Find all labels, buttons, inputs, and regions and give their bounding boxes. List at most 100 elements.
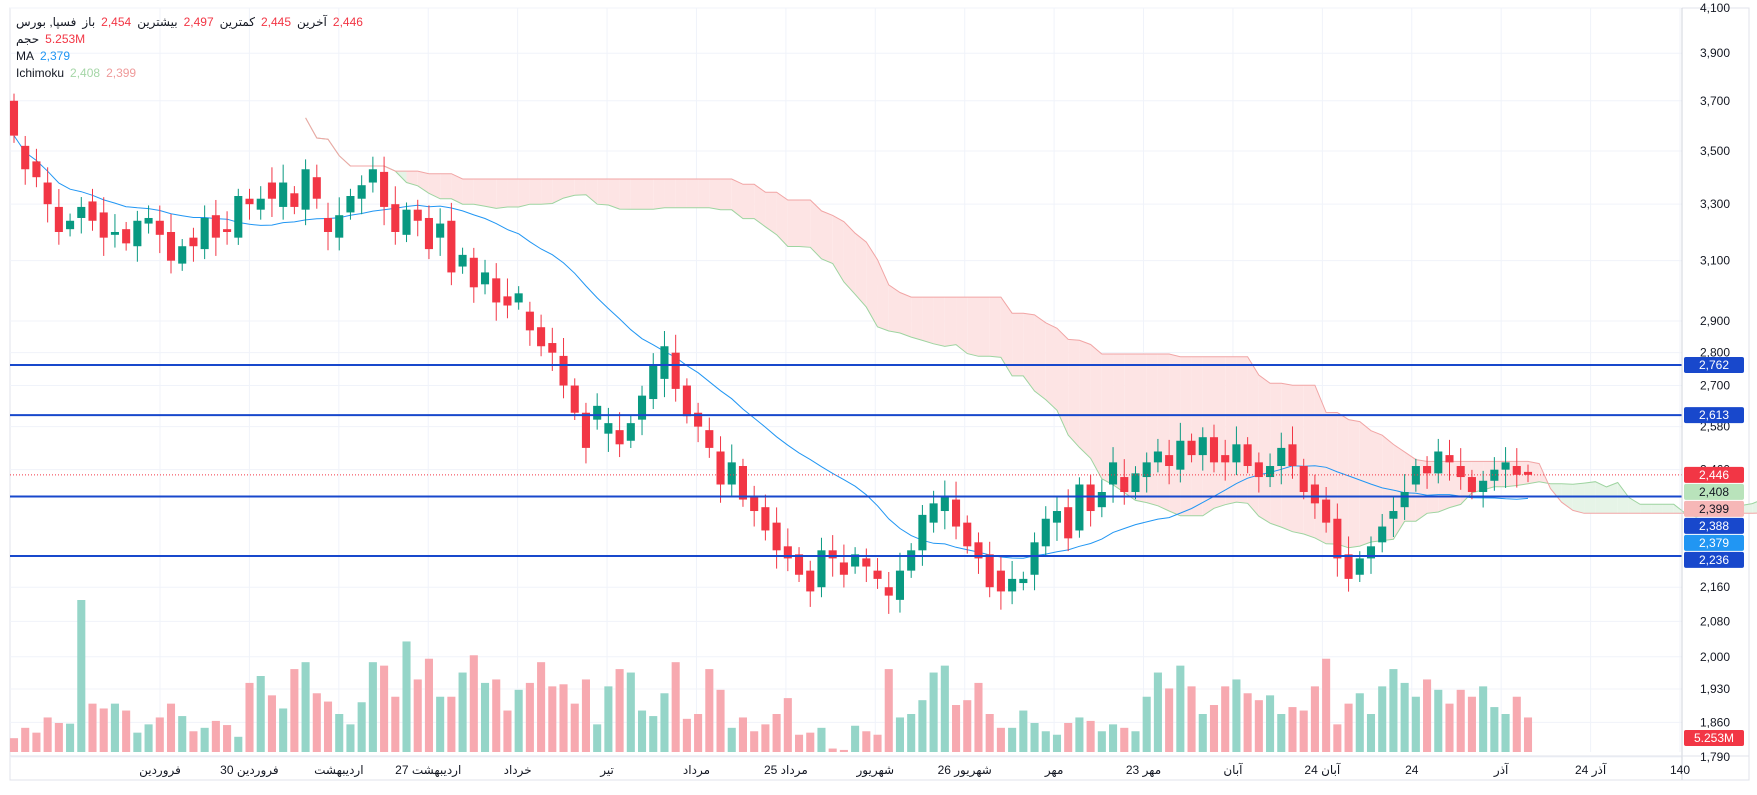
candle[interactable] [211,199,220,256]
candle[interactable] [1445,439,1454,481]
candle[interactable] [806,560,815,607]
candle[interactable] [637,385,647,436]
candle[interactable] [1490,457,1499,491]
candle[interactable] [21,135,30,185]
candle[interactable] [424,205,433,260]
candle[interactable] [9,93,19,143]
candle[interactable] [480,259,490,295]
candle[interactable] [985,541,994,598]
candle[interactable] [267,167,276,217]
candle[interactable] [963,515,972,554]
candle[interactable] [503,278,512,319]
candle[interactable] [1411,458,1420,492]
candle[interactable] [413,199,422,237]
candle[interactable] [43,167,52,223]
candle[interactable] [1086,474,1095,527]
candle[interactable] [178,239,187,271]
candle[interactable] [1277,432,1286,485]
candle[interactable] [279,164,288,220]
candle[interactable] [1131,466,1140,500]
candle[interactable] [783,528,792,572]
candle[interactable] [54,189,63,245]
candle[interactable] [380,156,389,226]
candle[interactable] [862,548,871,583]
candle[interactable] [581,402,590,464]
candle[interactable] [1501,447,1510,488]
candle[interactable] [133,210,142,262]
candle[interactable] [570,378,579,420]
candle[interactable] [1142,452,1151,493]
candle[interactable] [649,353,658,410]
candle[interactable] [1512,448,1521,488]
candle[interactable] [716,436,725,503]
candle[interactable] [839,544,848,588]
candle[interactable] [1423,456,1432,489]
candle[interactable] [940,480,949,530]
candle[interactable] [99,197,108,256]
candle[interactable] [1008,560,1017,605]
horizontal-levels[interactable] [10,364,1682,557]
candle[interactable] [77,197,86,234]
candle[interactable] [368,156,377,193]
candle[interactable] [122,221,131,251]
candle[interactable] [492,263,501,321]
candle[interactable] [256,186,265,220]
candle[interactable] [301,159,310,226]
candle[interactable] [155,205,164,254]
candle[interactable] [1389,495,1398,538]
candle[interactable] [1075,477,1084,538]
legend-ichimoku-row[interactable]: Ichimoku 2,408 2,399 [16,65,363,82]
candle[interactable] [66,213,75,237]
candle[interactable] [996,555,1005,610]
candle[interactable] [514,286,523,310]
candle[interactable] [1243,437,1252,474]
candle[interactable] [593,393,602,430]
candle[interactable] [851,547,860,574]
candle[interactable] [1019,571,1028,591]
candle[interactable] [200,205,209,260]
candle[interactable] [1479,470,1488,508]
candle[interactable] [391,186,400,245]
candle[interactable] [525,301,534,346]
candle[interactable] [346,188,355,220]
candle[interactable] [873,558,882,589]
candle[interactable] [1254,452,1263,493]
candle[interactable] [772,507,781,569]
candle[interactable] [1456,448,1465,490]
candle[interactable] [144,205,153,234]
candle[interactable] [537,314,546,357]
legend-symbol[interactable]: فسپا, بورس [16,15,77,29]
candle[interactable] [1109,447,1118,503]
candle[interactable] [1322,486,1331,533]
candle[interactable] [1198,427,1207,471]
candle[interactable] [189,227,198,262]
candle[interactable] [1221,439,1230,481]
candle[interactable] [1344,536,1353,592]
candle[interactable] [907,543,916,578]
candle[interactable] [469,247,478,303]
candle[interactable] [32,148,41,188]
candle[interactable] [1434,438,1443,484]
candle[interactable] [671,334,680,402]
candle[interactable] [1030,532,1039,591]
candle[interactable] [110,214,119,248]
candle[interactable] [615,412,624,458]
candle[interactable] [884,571,893,614]
candle[interactable] [1052,495,1062,541]
candle[interactable] [1041,506,1050,557]
candle[interactable] [402,202,411,243]
candle[interactable] [1187,433,1196,463]
candle[interactable] [357,175,366,215]
candle[interactable] [1378,513,1387,553]
candle[interactable] [312,164,321,209]
candle[interactable] [1064,489,1073,552]
candle[interactable] [88,188,97,231]
candle[interactable] [447,202,456,286]
candle[interactable] [974,532,983,574]
candle[interactable] [794,547,804,583]
candle[interactable] [952,481,961,540]
candle[interactable] [1523,464,1533,483]
candle[interactable] [1153,438,1162,473]
candle[interactable] [234,188,243,245]
